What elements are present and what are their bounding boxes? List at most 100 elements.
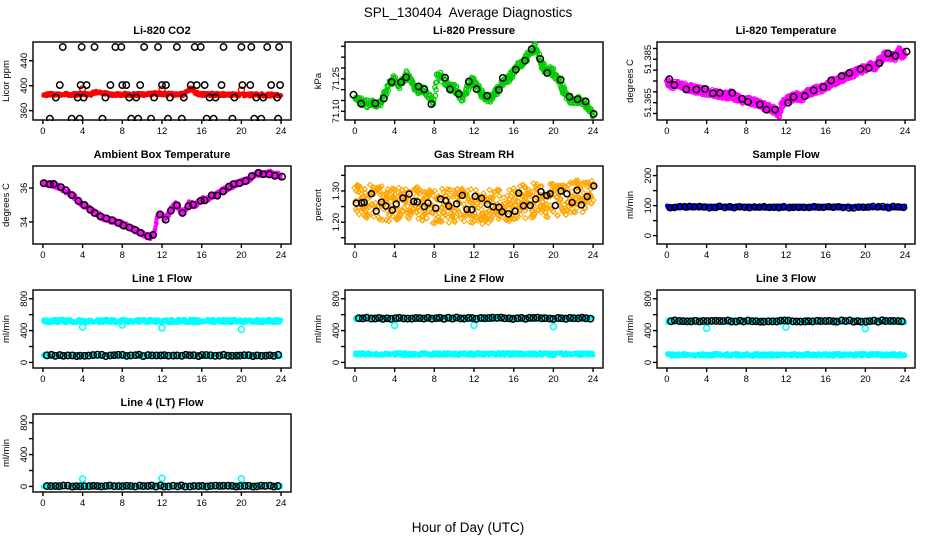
plot-area <box>349 41 598 120</box>
y-axis-label: ml/min <box>313 315 324 343</box>
series-bypass-flow <box>352 350 596 358</box>
svg-text:800: 800 <box>19 291 30 307</box>
chart-title: Line 2 Flow <box>444 273 504 285</box>
svg-text:8: 8 <box>432 126 437 137</box>
svg-text:71.25: 71.25 <box>331 67 342 91</box>
svg-text:12: 12 <box>781 250 792 261</box>
series-hourly-avg <box>354 313 595 323</box>
svg-text:4: 4 <box>80 250 85 261</box>
axes <box>653 41 916 124</box>
plot-area <box>352 313 596 358</box>
chart-title: Line 3 Flow <box>756 273 816 285</box>
figure-footer: Hour of Day (UTC) <box>0 520 936 540</box>
chart-li820-temperature: Li-820 Temperature degrees C 0 4 8 12 16 20 24 51… <box>624 24 936 148</box>
svg-text:12: 12 <box>157 126 168 137</box>
series-temp-1min <box>663 45 908 120</box>
series-bypass-flow <box>664 350 908 359</box>
tick-labels: 0 4 8 12 16 20 24 71.10 71.25 <box>331 67 598 137</box>
svg-text:12: 12 <box>469 374 480 385</box>
y-axis-label: ml/min <box>1 439 12 467</box>
svg-text:12: 12 <box>469 126 480 137</box>
plot-area <box>663 45 911 120</box>
y-axis-label: Licor ppm <box>1 60 12 102</box>
series-hourly-avg <box>667 316 906 326</box>
chart-svg-temperature: Li-820 Temperature degrees C 0 4 8 12 16 20 24 51… <box>625 25 916 137</box>
svg-text:20: 20 <box>860 126 871 137</box>
svg-text:0: 0 <box>352 126 357 137</box>
svg-text:1.20: 1.20 <box>331 213 342 232</box>
svg-text:20: 20 <box>548 374 559 385</box>
tick-labels: 0 4 8 12 16 20 24 34 36 <box>19 183 286 261</box>
axes <box>29 289 292 372</box>
svg-text:34: 34 <box>19 217 30 228</box>
chart-li820-co2: Li-820 CO2 Licor ppm 0 4 8 12 16 20 24 360 400 440 <box>0 24 312 148</box>
chart-title: Li-820 Temperature <box>736 25 837 37</box>
plot-area <box>664 316 908 359</box>
chart-svg-line2: Line 2 Flow ml/min 0 4 8 12 16 20 24 0 400 800 <box>313 273 604 385</box>
svg-text:24: 24 <box>588 126 599 137</box>
y-axis-label: ml/min <box>625 191 636 219</box>
svg-text:20: 20 <box>236 374 247 385</box>
svg-text:24: 24 <box>276 250 287 261</box>
svg-text:16: 16 <box>820 250 831 261</box>
chart-line1-flow: Line 1 Flow ml/min 0 4 8 12 16 20 24 0 400 800 <box>0 272 312 396</box>
svg-text:0: 0 <box>352 250 357 261</box>
svg-text:16: 16 <box>196 126 207 137</box>
y-axis-label: degrees C <box>1 183 12 227</box>
chart-li820-pressure: Li-820 Pressure kPa 0 4 8 12 16 20 24 71.10 71.25 <box>312 24 624 148</box>
series-cal-dips <box>702 323 870 333</box>
svg-text:20: 20 <box>548 126 559 137</box>
series-ambient-1min <box>40 168 283 242</box>
svg-text:16: 16 <box>508 250 519 261</box>
svg-text:8: 8 <box>120 250 125 261</box>
svg-text:12: 12 <box>157 250 168 261</box>
svg-text:4: 4 <box>80 374 85 385</box>
svg-text:800: 800 <box>331 291 342 307</box>
svg-text:8: 8 <box>432 250 437 261</box>
svg-text:400: 400 <box>331 323 342 339</box>
axes <box>29 165 292 248</box>
svg-text:4: 4 <box>392 374 397 385</box>
axes <box>653 165 916 248</box>
series-cal-dips <box>78 321 246 334</box>
page-title: SPL_130404 Average Diagnostics <box>363 4 573 20</box>
svg-text:4: 4 <box>392 126 397 137</box>
plot-area <box>39 168 286 242</box>
svg-text:400: 400 <box>19 323 30 339</box>
chart-title: Gas Stream RH <box>434 149 514 161</box>
svg-text:8: 8 <box>120 374 125 385</box>
y-axis-label: degrees C <box>625 59 636 103</box>
tick-labels: 0 4 8 12 16 20 24 0 100 200 <box>643 168 910 261</box>
svg-text:440: 440 <box>19 53 30 69</box>
axes <box>341 165 604 248</box>
svg-text:360: 360 <box>19 103 30 119</box>
svg-text:8: 8 <box>120 126 125 137</box>
svg-text:0: 0 <box>40 250 45 261</box>
svg-text:24: 24 <box>276 374 287 385</box>
series-hourly-avg <box>349 45 598 118</box>
y-axis-label: ml/min <box>625 315 636 343</box>
chart-title: Ambient Box Temperature <box>94 149 231 161</box>
svg-text:16: 16 <box>820 126 831 137</box>
svg-text:4: 4 <box>392 250 397 261</box>
series-hourly-avg <box>42 350 283 361</box>
chart-line2-flow: Line 2 Flow ml/min 0 4 8 12 16 20 24 0 400 800 <box>312 272 624 396</box>
svg-text:8: 8 <box>744 126 749 137</box>
chart-title: Sample Flow <box>752 149 820 161</box>
axes <box>29 41 292 124</box>
svg-text:0: 0 <box>664 126 669 137</box>
tick-labels: 0 4 8 12 16 20 24 360 400 440 <box>19 53 286 137</box>
axes <box>653 289 916 372</box>
chart-title: Li-820 CO2 <box>133 25 190 37</box>
series-hourly-avg <box>45 43 285 121</box>
svg-text:400: 400 <box>19 78 30 94</box>
svg-text:16: 16 <box>196 374 207 385</box>
svg-text:20: 20 <box>860 250 871 261</box>
svg-text:20: 20 <box>548 250 559 261</box>
axes <box>341 41 604 124</box>
svg-text:200: 200 <box>643 168 654 184</box>
svg-text:12: 12 <box>469 250 480 261</box>
